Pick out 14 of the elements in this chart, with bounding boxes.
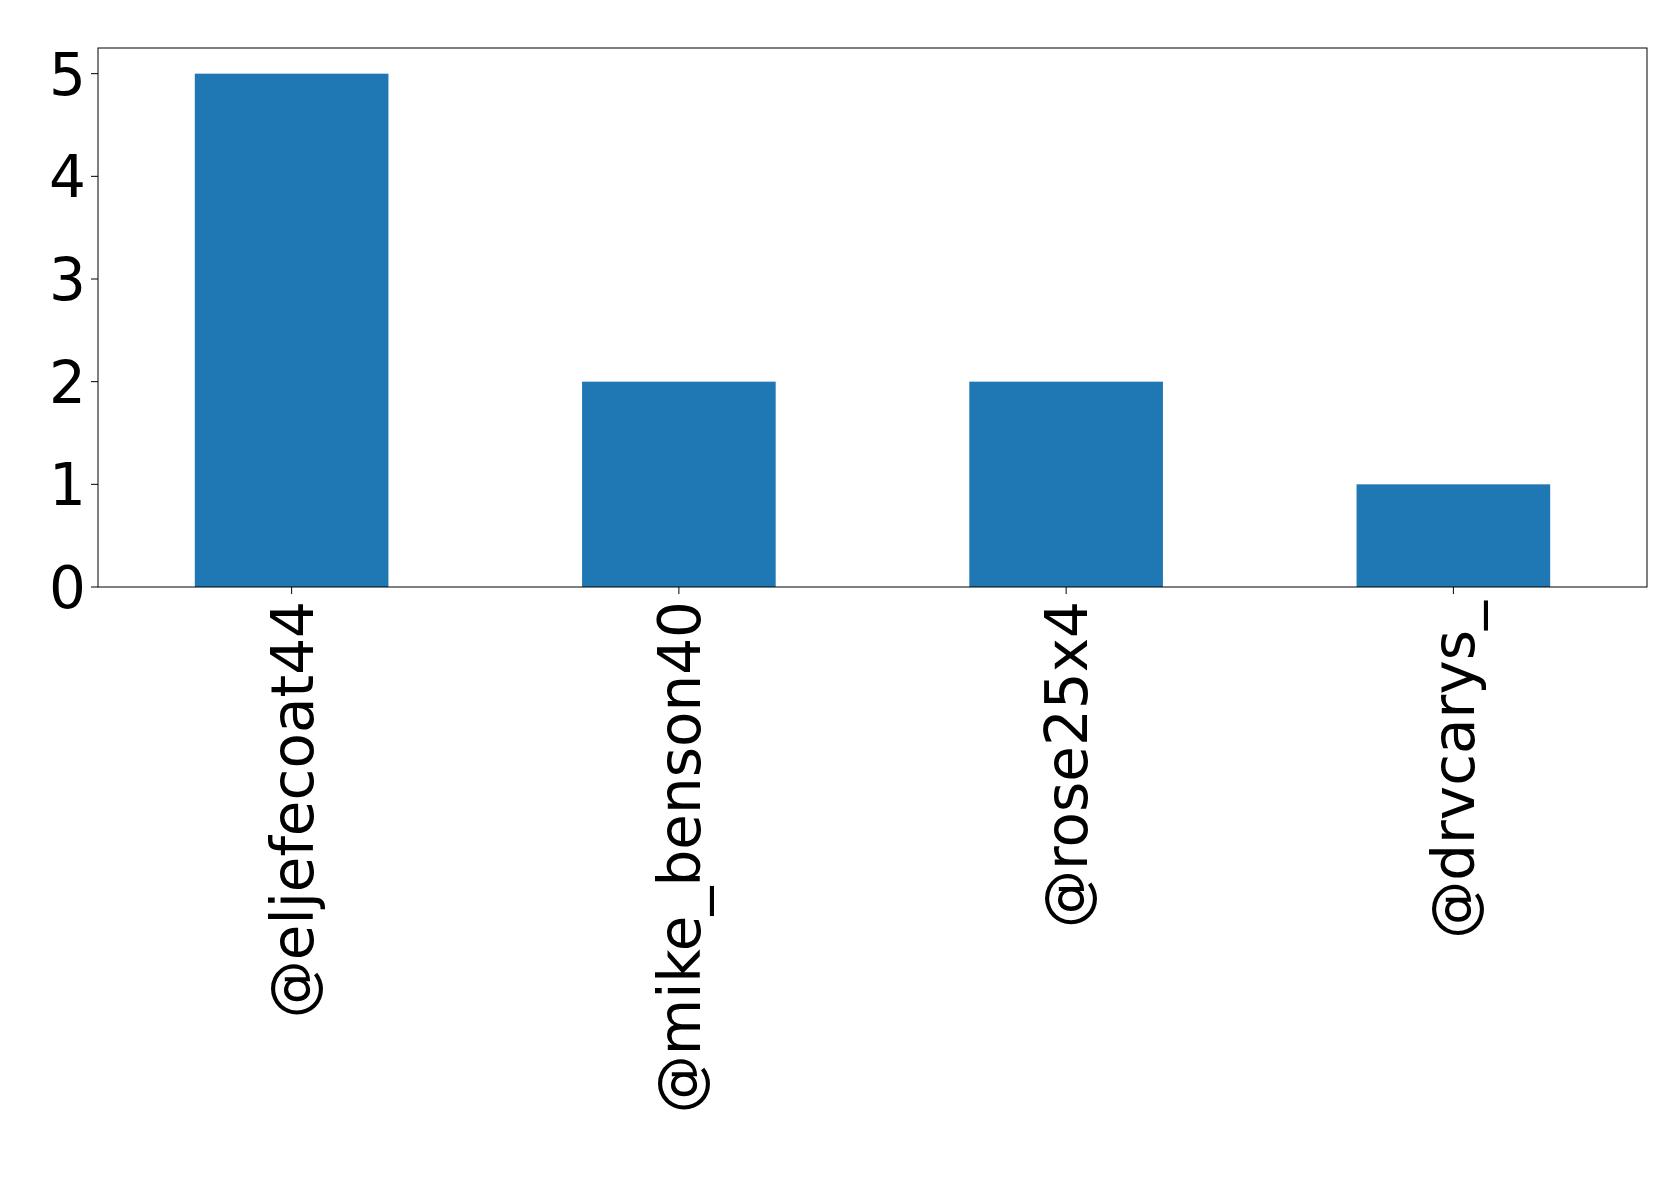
x-tick-label: @eljefecoat44 [258, 601, 327, 1019]
y-tick-label: 3 [49, 245, 86, 314]
y-tick-label: 1 [49, 451, 86, 520]
bar [1356, 484, 1551, 587]
y-tick-label: 0 [49, 553, 86, 622]
bar [582, 381, 776, 587]
bar [194, 73, 389, 587]
x-tick-label: @mike_benson40 [645, 601, 714, 1114]
x-tick-label: @drvcarys_ [1420, 600, 1489, 939]
y-tick-label: 2 [49, 348, 86, 417]
y-tick-label: 4 [49, 143, 86, 212]
x-tick-label: @rose25x4 [1033, 601, 1102, 928]
y-tick-label: 5 [49, 40, 86, 109]
bar [969, 381, 1163, 587]
